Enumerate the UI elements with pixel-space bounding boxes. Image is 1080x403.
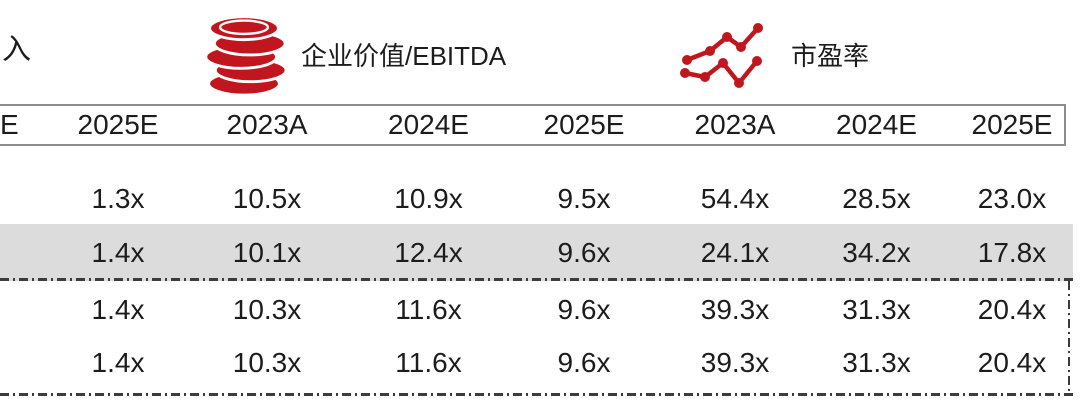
table-cell: 10.1x [232,236,302,268]
line-chart-icon [676,13,778,93]
table-cell: 10.9x [394,183,463,214]
dash-dot-right-border [1068,281,1070,394]
table-header-row: E 2025E 2023A 2024E 2025E 2023A 2024E 20… [0,104,1066,146]
coins-icon [196,11,292,97]
table-cell: 39.3x [700,294,770,325]
table-cell: 1.3x [91,183,145,214]
table-row: 1.4x 10.3x 11.6x 9.6x 39.3x 31.3x 20.4x [0,339,1080,397]
table-cell: 11.6x [395,294,462,325]
table-cell: 1.4x [91,347,145,378]
table-cell: 39.3x [700,347,770,378]
legend-item-pe-ratio: 市盈率 [791,41,870,71]
column-header: 2023A [694,109,776,140]
table-cell [0,339,52,397]
column-header: 2025E [77,109,159,140]
table-cell: 31.3x [842,347,911,378]
table-cell: 20.4x [977,347,1047,378]
column-header: 2023A [226,109,308,140]
table-cell: 10.3x [232,294,302,325]
column-header: 2024E [388,109,469,140]
column-header: 2025E [971,109,1053,140]
table-cell: 1.4x [91,236,145,268]
table-cell: 9.6x [557,236,611,268]
column-header: 2025E [543,109,625,140]
table-cell: 23.0x [977,183,1047,214]
table-cell: 11.6x [395,347,462,378]
column-header: 2024E [836,109,917,140]
table-cell [0,224,52,281]
table-row: 1.3x 10.5x 10.9x 9.5x 54.4x 28.5x 23.0x [0,146,1080,224]
table-cell: 31.3x [842,294,911,325]
dash-dot-divider [0,278,1073,281]
table-row-highlighted: 1.4x 10.1x 12.4x 9.6x 24.1x 34.2x 17.8x [0,224,1073,281]
table-row: 1.4x 10.3x 11.6x 9.6x 39.3x 31.3x 20.4x [0,281,1080,339]
truncated-legend-label: 入 [2,34,32,66]
table-cell [0,281,52,339]
table-cell: 17.8x [977,236,1047,268]
column-header: E [0,109,19,140]
table-cell: 10.3x [232,347,302,378]
table-cell: 9.6x [557,294,611,325]
table-cell: 24.1x [700,236,770,268]
table-cell: 34.2x [842,236,911,268]
table-cell: 28.5x [842,183,911,214]
table-cell: 1.4x [91,294,145,325]
table-cell: 9.6x [557,347,611,378]
table-cell: 9.5x [557,183,611,214]
table-cell: 12.4x [394,236,463,268]
legend-item-ev-ebitda: 企业价值/EBITDA [301,41,507,71]
table-cell: 10.5x [232,183,302,214]
table-cell [0,146,52,224]
table-cell: 54.4x [700,183,770,214]
table-cell: 20.4x [977,294,1047,325]
dash-dot-divider [0,393,1073,396]
